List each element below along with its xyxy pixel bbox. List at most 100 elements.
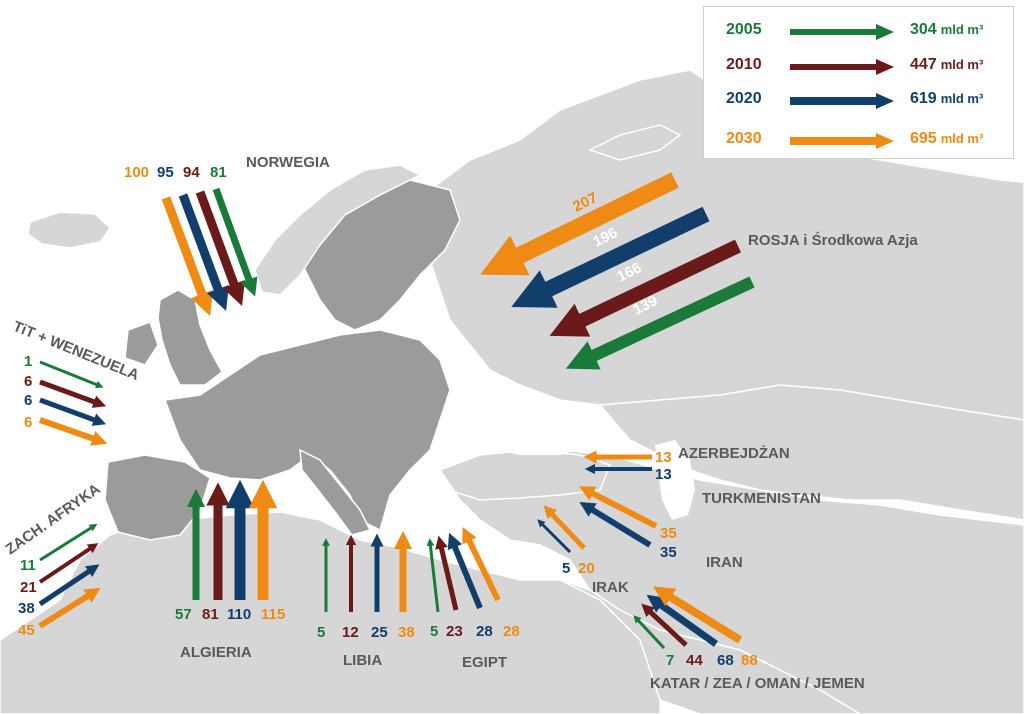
irak-2020-arrow: [537, 519, 572, 554]
iberia-land: [104, 454, 211, 541]
algieria-2005-value: 57: [175, 606, 192, 623]
legend-year: 2030: [726, 130, 762, 147]
egipt-2020-arrow: [447, 532, 483, 610]
egipt-2030-arrow: [462, 526, 501, 602]
libia-2010-value: 12: [342, 624, 359, 641]
rosja-2030-arrow: [480, 172, 679, 276]
tit-2020-arrow: [39, 397, 107, 426]
tit-2010-value: 6: [24, 373, 32, 390]
black-sea: [470, 420, 590, 455]
zach-2020-arrow: [38, 564, 100, 607]
libia-2030-value: 38: [398, 624, 415, 641]
legend-value-number: 304: [910, 21, 937, 38]
iran-2020-value: 35: [660, 544, 677, 561]
flow-values: 100 95 94 81 207 196 166 139 1 6 6 6 11 …: [18, 164, 758, 669]
uk-land: [157, 289, 223, 386]
turkey-land: [438, 449, 611, 501]
ireland-land: [124, 321, 159, 366]
algieria-2030-value: 115: [261, 606, 285, 623]
katar-2030-arrow: [653, 586, 743, 644]
rosja-2010-arrow: [549, 239, 742, 337]
region-turkmenistan: TURKMENISTAN: [702, 490, 821, 507]
legend-row-2030: 2030 695 mld m³: [704, 126, 1015, 156]
region-zach-afryka: ZACH. AFRYKA: [3, 480, 104, 558]
egipt-2005-arrow: [426, 538, 440, 613]
region-katar: KATAR / ZEA / OMAN / JEMEN: [650, 675, 865, 692]
egipt-2005-value: 5: [430, 623, 438, 640]
algieria-2010-value: 81: [202, 606, 219, 623]
egipt-2020-value: 28: [476, 623, 493, 640]
legend-unit: mld m³: [940, 131, 984, 146]
tit-2030-value: 6: [24, 414, 32, 431]
legend-arrow-icon: [790, 93, 894, 109]
algieria-2020-value: 110: [227, 606, 251, 623]
katar-2010-value: 44: [686, 652, 703, 669]
azerbejdzan-2020-value: 13: [655, 466, 672, 483]
region-rosja: ROSJA i Środkowa Azja: [748, 231, 918, 249]
iran-2030-value: 35: [660, 525, 677, 542]
iceland-land: [27, 211, 111, 249]
katar-2005-arrow: [633, 615, 666, 650]
egipt-2010-value: 23: [446, 623, 463, 640]
legend-value-number: 619: [910, 90, 937, 107]
norwegia-2005-arrow: [212, 187, 258, 297]
legend-value-number: 695: [910, 130, 937, 147]
zach-2010-value: 21: [20, 579, 37, 596]
norway-land: [254, 164, 422, 296]
tit-2020-value: 6: [24, 392, 32, 409]
katar-2005-value: 7: [666, 652, 674, 669]
iran-2020-arrow: [579, 501, 652, 548]
zach-2005-value: 11: [20, 557, 36, 574]
rosja-2020-arrow: [511, 206, 710, 308]
zach-2005-arrow: [39, 523, 98, 562]
region-libia: LIBIA: [343, 652, 382, 669]
italy-land: [299, 448, 372, 536]
legend-row-2010: 2010 447 mld m³: [704, 52, 1015, 82]
irak-2030-value: 20: [578, 560, 595, 577]
land-layer: [0, 69, 1024, 714]
region-iran: IRAN: [706, 554, 743, 571]
legend-unit: mld m³: [940, 91, 984, 106]
norwegia-2010-value: 94: [183, 164, 200, 181]
norwegia-2005-value: 81: [210, 164, 227, 181]
legend-value: 619 mld m³: [910, 90, 983, 108]
libia-2020-value: 25: [371, 624, 388, 641]
rosja-2005-arrow: [565, 276, 755, 370]
arctic-islands: [588, 124, 682, 161]
zach-2020-value: 38: [18, 600, 35, 617]
iran-2030-arrow: [579, 486, 658, 529]
region-irak: IRAK: [592, 579, 629, 596]
libia-2005-value: 5: [317, 624, 325, 641]
katar-2020-arrow: [646, 594, 719, 647]
norwegia-2010-arrow: [195, 190, 245, 306]
region-azerbejdzan: AZERBEJDŻAN: [678, 445, 790, 462]
legend-row-2005: 2005 304 mld m³: [704, 17, 1015, 47]
legend-arrow-icon: [790, 133, 894, 149]
region-algieria: ALGIERIA: [180, 644, 252, 661]
legend-unit: mld m³: [940, 22, 984, 37]
tit-2030-arrow: [39, 417, 108, 446]
caspian-sea: [655, 440, 695, 520]
norwegia-2030-value: 100: [124, 164, 149, 181]
katar-2020-value: 68: [717, 652, 734, 669]
legend-year: 2010: [726, 56, 762, 73]
katar-2030-value: 88: [741, 652, 758, 669]
egipt-2010-arrow: [435, 535, 459, 611]
norwegia-2020-arrow: [178, 193, 229, 311]
legend-unit: mld m³: [940, 57, 984, 72]
legend-row-2020: 2020 619 mld m³: [704, 86, 1015, 116]
legend-box: 2005 304 mld m³ 2010 447 mld m³ 2020 619 ml…: [703, 6, 1014, 159]
azerbejdzan-2030-value: 13: [655, 449, 672, 466]
legend-arrow-icon: [790, 59, 894, 75]
katar-2010-arrow: [641, 603, 688, 647]
legend-arrow-icon: [790, 24, 894, 40]
norwegia-2020-value: 95: [157, 164, 174, 181]
legend-value: 304 mld m³: [910, 21, 983, 39]
region-egipt: EGIPT: [462, 654, 507, 671]
region-norwegia: NORWEGIA: [246, 154, 330, 171]
zach-2030-value: 45: [18, 622, 35, 639]
legend-value: 695 mld m³: [910, 130, 983, 148]
legend-year: 2005: [726, 21, 762, 38]
tit-2005-value: 1: [24, 353, 32, 370]
